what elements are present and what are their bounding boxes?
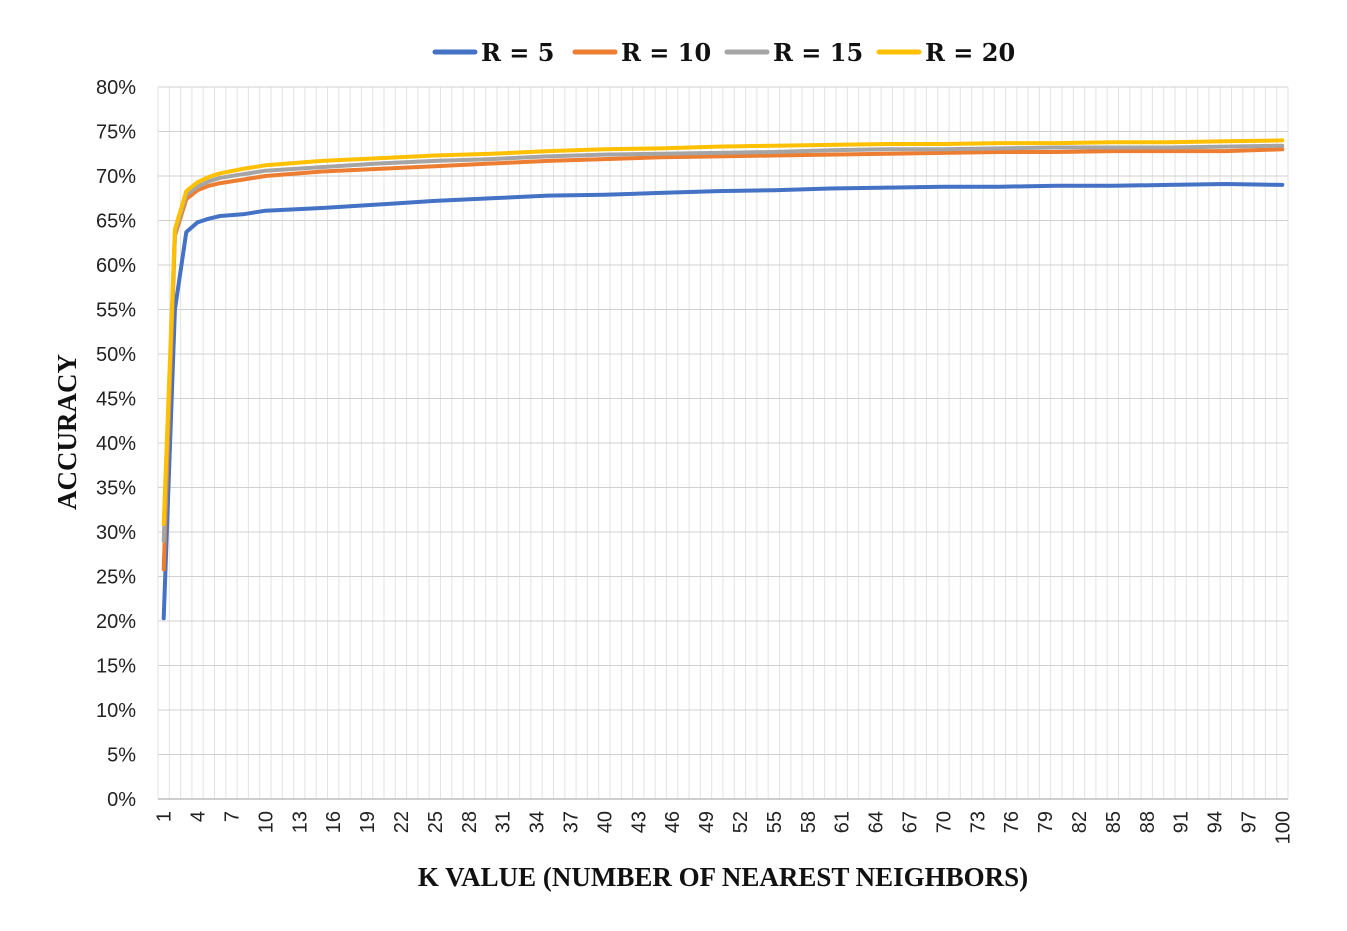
y-tick-label: 50% <box>96 344 136 366</box>
x-tick-label: 100 <box>1272 811 1294 844</box>
x-tick-label: 10 <box>255 811 277 833</box>
legend-label: R = 5 <box>481 38 554 67</box>
x-tick-label: 34 <box>527 811 549 833</box>
x-tick-label: 97 <box>1238 811 1260 833</box>
x-tick-label: 31 <box>493 811 515 833</box>
series-line <box>161 182 1285 621</box>
y-tick-label: 75% <box>96 122 136 144</box>
legend-item: R = 10 <box>572 38 711 67</box>
y-tick-label: 25% <box>96 567 136 589</box>
y-tick-label: 65% <box>96 211 136 233</box>
y-tick-label: 10% <box>96 700 136 722</box>
x-tick-label: 13 <box>289 811 311 833</box>
legend-item: R = 5 <box>432 38 554 67</box>
y-tick-label: 60% <box>96 255 136 277</box>
x-tick-label: 43 <box>628 811 650 833</box>
y-tick-label: 55% <box>96 300 136 322</box>
x-tick-label: 55 <box>764 811 786 833</box>
x-tick-label: 7 <box>221 811 243 822</box>
x-tick-label: 73 <box>967 811 989 833</box>
y-tick-label: 30% <box>96 522 136 544</box>
y-tick-label: 35% <box>96 478 136 500</box>
x-tick-label: 88 <box>1137 811 1159 833</box>
y-tick-label: 80% <box>96 77 136 99</box>
x-tick-label: 16 <box>323 811 345 833</box>
y-tick-labels: 0% 5% 10% 15% 20% 25% 30% 35% 40% 45% 50% 55% 60% 65%… <box>96 77 136 811</box>
y-tick-label: 20% <box>96 611 136 633</box>
x-tick-label: 82 <box>1069 811 1091 833</box>
x-tick-label: 94 <box>1205 811 1227 833</box>
series-lines <box>161 138 1285 621</box>
x-tick-labels: 1 4 7 10 13 16 19 22 25 28 31 34 37 40 43 46 49 52 55 58 61 6… <box>154 811 1295 844</box>
x-tick-label: 28 <box>459 811 481 833</box>
y-tick-label: 5% <box>107 745 136 767</box>
major-gridlines <box>158 86 1288 800</box>
x-tick-label: 46 <box>662 811 684 833</box>
x-tick-label: 19 <box>357 811 379 833</box>
x-tick-label: 85 <box>1103 811 1125 833</box>
x-tick-label: 58 <box>798 811 820 833</box>
legend: R = 5 R = 10 R = 15 R = 20 <box>432 38 1015 67</box>
legend-label: R = 10 <box>621 38 711 67</box>
legend-label: R = 15 <box>773 38 863 67</box>
y-axis-title: ACCURACY <box>52 354 82 510</box>
x-tick-label: 40 <box>594 811 616 833</box>
y-tick-label: 0% <box>107 789 136 811</box>
series-line <box>161 143 1285 543</box>
x-tick-label: 1 <box>154 811 176 822</box>
x-tick-label: 49 <box>696 811 718 833</box>
legend-item: R = 20 <box>876 38 1015 67</box>
series-line <box>161 147 1285 572</box>
x-axis-title: K VALUE (NUMBER OF NEAREST NEIGHBORS) <box>418 862 1028 892</box>
legend-item: R = 15 <box>724 38 863 67</box>
x-tick-label: 67 <box>899 811 921 833</box>
legend-label: R = 20 <box>925 38 1015 67</box>
y-tick-label: 70% <box>96 166 136 188</box>
y-tick-label: 40% <box>96 433 136 455</box>
x-tick-label: 52 <box>730 811 752 833</box>
x-tick-label: 37 <box>560 811 582 833</box>
x-tick-label: 61 <box>832 811 854 833</box>
series-line <box>161 138 1285 526</box>
y-tick-label: 45% <box>96 389 136 411</box>
x-tick-label: 25 <box>425 811 447 833</box>
x-tick-label: 22 <box>391 811 413 833</box>
x-tick-label: 70 <box>933 811 955 833</box>
y-tick-label: 15% <box>96 656 136 678</box>
x-tick-label: 79 <box>1035 811 1057 833</box>
x-tick-label: 76 <box>1001 811 1023 833</box>
x-tick-label: 91 <box>1171 811 1193 833</box>
x-tick-label: 4 <box>188 811 210 822</box>
x-tick-label: 64 <box>866 811 888 833</box>
